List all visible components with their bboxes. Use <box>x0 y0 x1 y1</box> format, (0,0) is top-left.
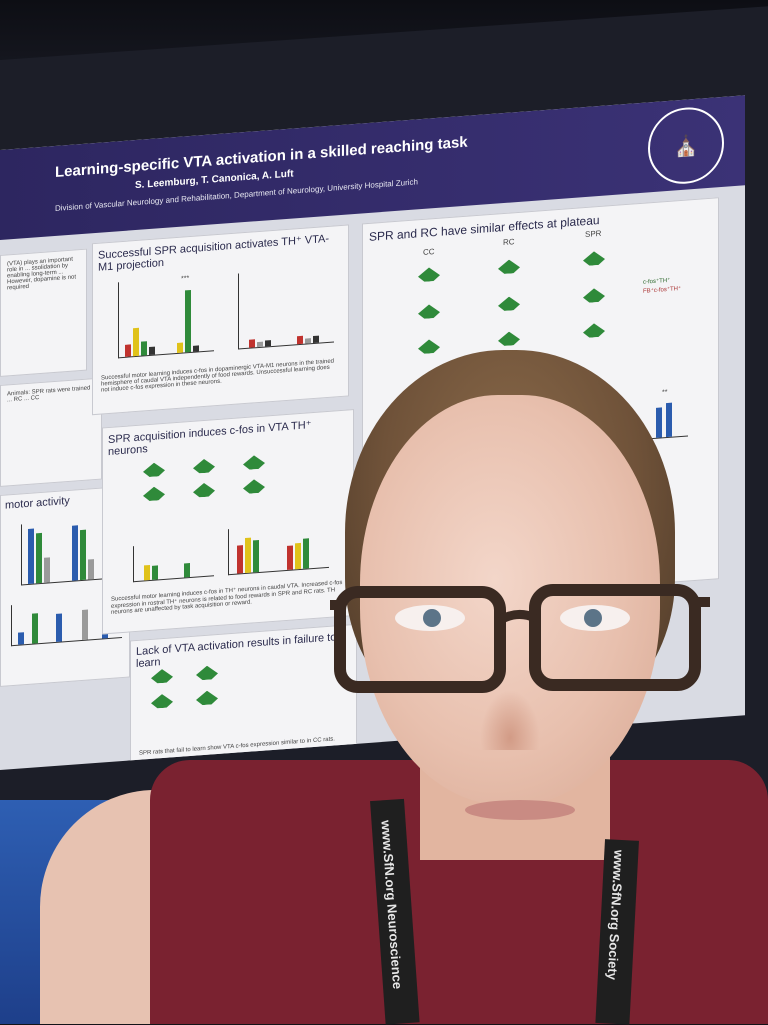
person-mouth <box>465 800 575 820</box>
bar <box>656 407 662 438</box>
group-label-spr: SPR <box>585 228 602 240</box>
brain-section-icon <box>418 339 440 355</box>
intro-text: (VTA) plays an important role in ... sso… <box>7 256 77 292</box>
legend-fb-cfos-th: FB⁺c-fos⁺TH⁺ <box>643 285 682 295</box>
eyeglasses-icon <box>330 584 710 693</box>
panel-caption: Successful motor learning induces c-fos … <box>101 358 335 394</box>
plateau-chart: ** <box>648 389 688 440</box>
bar <box>257 341 263 348</box>
cfos-chart-left <box>133 540 214 583</box>
bar <box>245 537 251 574</box>
bar <box>184 563 190 578</box>
panel-caption: Successful motor learning induces c-fos … <box>111 579 343 616</box>
bar-chart-right <box>238 266 334 350</box>
bar <box>249 339 255 348</box>
brain-section-icon <box>193 482 215 498</box>
bar <box>18 632 24 645</box>
bar <box>177 342 183 354</box>
right-eye <box>560 605 630 631</box>
brain-section-icon <box>498 296 520 312</box>
spr-acquisition-cfos-panel: SPR acquisition induces c-fos in VTA TH⁺… <box>102 409 354 635</box>
panel-heading: SPR acquisition induces c-fos in VTA TH⁺… <box>108 419 312 459</box>
bar <box>666 402 672 438</box>
bar <box>193 345 199 352</box>
bar <box>141 341 147 356</box>
brain-section-icon <box>243 479 265 495</box>
bar <box>305 338 311 344</box>
brain-section-icon <box>583 251 605 267</box>
bar <box>152 565 158 580</box>
group-label-rc: RC <box>503 237 515 248</box>
bar <box>44 557 50 583</box>
brain-section-icon <box>151 693 173 709</box>
bar <box>36 532 42 584</box>
bar <box>253 539 259 573</box>
bar <box>237 545 243 574</box>
bar <box>80 529 86 581</box>
bar <box>295 542 301 570</box>
significance-stars: ** <box>662 388 668 397</box>
brain-section-icon <box>583 288 605 304</box>
brain-section-icon <box>196 690 218 706</box>
bar <box>144 564 150 581</box>
bar <box>265 340 271 347</box>
lanyard-left-text: www.SfN.org Neuroscience <box>378 819 406 990</box>
bar <box>32 613 38 644</box>
right-iris <box>584 609 602 627</box>
bar <box>56 613 62 642</box>
bar <box>313 335 319 344</box>
panel-heading: Lack of VTA activation results in failur… <box>136 631 337 671</box>
left-eye <box>395 605 465 631</box>
cfos-chart-right <box>228 521 329 576</box>
bar-chart-left: *** <box>118 275 214 359</box>
bar <box>149 346 155 356</box>
spr-acquisition-activates-panel: Successful SPR acquisition activates TH⁺… <box>92 224 349 416</box>
bar <box>82 609 88 640</box>
brain-section-icon <box>243 455 265 471</box>
bar <box>297 335 303 345</box>
motor-chart-top <box>21 517 112 586</box>
brain-section-icon <box>418 267 440 283</box>
brain-section-icon <box>193 458 215 474</box>
brain-section-icon <box>143 462 165 478</box>
brain-section-icon <box>498 259 520 275</box>
bar <box>28 528 34 584</box>
legend-cfos-th: c-fos⁺TH⁺ <box>643 277 671 286</box>
bar <box>185 289 191 353</box>
bar <box>72 525 78 581</box>
intro-panel: (VTA) plays an important role in ... sso… <box>0 248 87 377</box>
bar <box>287 545 293 570</box>
brain-section-icon <box>583 323 605 339</box>
brain-section-icon <box>143 486 165 502</box>
brain-section-icon <box>498 331 520 347</box>
bar <box>88 559 94 580</box>
methods-panel: Animals: SPR rats were trained ... RC ..… <box>0 377 102 487</box>
bar <box>133 327 139 357</box>
left-iris <box>423 609 441 627</box>
bar <box>303 538 309 569</box>
bar <box>125 344 131 357</box>
person-nose <box>480 690 540 750</box>
group-label-cc: CC <box>423 247 435 257</box>
lanyard-right-text: www.SfN.org Society <box>604 849 627 981</box>
methods-text: Animals: SPR rats were trained ... RC ..… <box>7 385 91 404</box>
university-seal-icon: ⛪ <box>648 104 724 187</box>
brain-section-icon <box>418 304 440 320</box>
significance-stars: *** <box>181 275 190 283</box>
